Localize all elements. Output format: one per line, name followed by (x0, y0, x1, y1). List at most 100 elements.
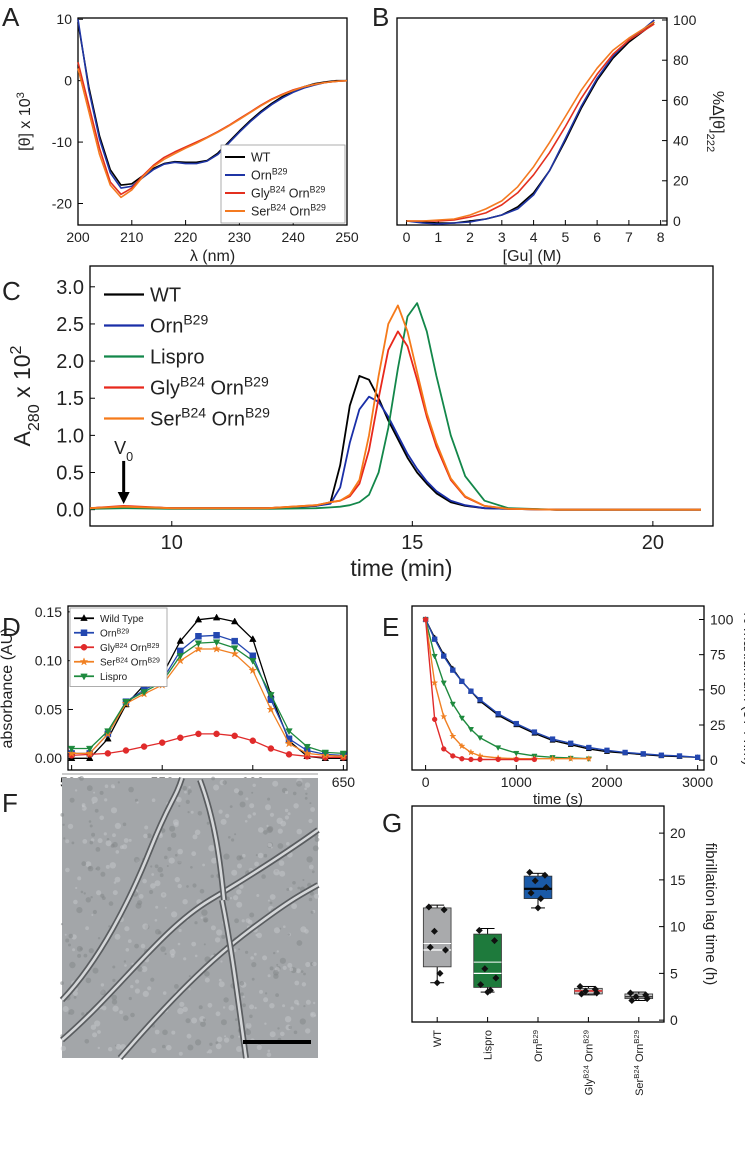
data-line (406, 23, 655, 222)
y-tick-label: 10 (56, 11, 72, 27)
data-marker (458, 715, 465, 722)
micrograph-grain (162, 1044, 166, 1049)
panel-label: B (372, 2, 389, 32)
micrograph-grain (290, 1006, 294, 1010)
data-marker (67, 748, 77, 758)
micrograph-grain (231, 869, 238, 876)
micrograph-grain (236, 901, 243, 908)
data-marker (468, 756, 474, 763)
legend-label: Wild Type (100, 614, 144, 625)
y-axis-label: [θ] x 103 (15, 92, 34, 151)
y-axis-label: fibrillation lag time (h) (702, 843, 719, 986)
data-point (433, 979, 441, 987)
data-marker (459, 678, 465, 685)
micrograph-grain (236, 889, 242, 895)
micrograph-grain (127, 939, 132, 943)
micrograph-grain (256, 1044, 262, 1050)
data-marker (285, 751, 293, 758)
data-point (593, 989, 601, 997)
data-line (424, 619, 698, 758)
micrograph-grain (109, 862, 117, 869)
micrograph-grain (269, 1003, 275, 1009)
micrograph-grain (276, 817, 283, 824)
legend-label: GlyB24 OrnB29 (251, 185, 325, 201)
micrograph-grain (135, 979, 140, 984)
data-marker (158, 739, 166, 746)
micrograph-grain (62, 1006, 69, 1012)
micrograph-grain (64, 933, 67, 936)
micrograph-grain (254, 1006, 257, 1010)
y-tick-label: 0 (710, 752, 718, 768)
micrograph-grain (108, 1047, 113, 1052)
micrograph-grain (306, 856, 313, 863)
micrograph-grain (238, 948, 241, 951)
data-marker (194, 640, 203, 648)
micrograph-grain (206, 821, 210, 825)
micrograph-grain (267, 899, 270, 902)
micrograph-grain (112, 1005, 119, 1012)
micrograph-grain (276, 950, 279, 953)
data-marker (431, 653, 438, 660)
micrograph-grain (252, 783, 256, 787)
micrograph-grain (249, 1004, 255, 1010)
legend-marker (80, 673, 88, 681)
data-point (442, 946, 450, 954)
micrograph-grain (225, 813, 230, 819)
data-line (71, 733, 344, 758)
micrograph-grain (67, 823, 74, 830)
micrograph-grain (112, 833, 116, 838)
data-marker (585, 754, 593, 762)
micrograph-grain (164, 952, 167, 956)
fibril (119, 883, 319, 1059)
micrograph-grain (240, 992, 244, 996)
micrograph-grain (123, 960, 127, 963)
micrograph-grain (194, 921, 198, 925)
micrograph-grain (209, 1042, 213, 1047)
micrograph-grain (312, 845, 319, 852)
micrograph-grain (80, 890, 84, 894)
micrograph-grain (202, 1018, 206, 1022)
data-line (424, 619, 589, 760)
data-marker (176, 636, 185, 644)
micrograph-grain (229, 897, 233, 900)
micrograph-grain (257, 852, 264, 859)
data-marker (122, 747, 130, 754)
x-tick-label: 4 (530, 229, 538, 245)
data-marker (467, 727, 475, 733)
micrograph-grain (259, 989, 263, 994)
micrograph-grain (208, 845, 215, 852)
micrograph-grain (99, 815, 104, 821)
y-tick-label: 60 (673, 92, 689, 108)
micrograph-grain (200, 916, 203, 919)
data-marker (513, 720, 519, 727)
scale-bar (243, 1040, 311, 1044)
micrograph-grain (124, 926, 130, 932)
micrograph-grain (297, 886, 301, 890)
micrograph-grain (89, 824, 93, 828)
micrograph-grain (304, 787, 307, 791)
micrograph-grain (91, 914, 94, 916)
y-tick-label: 0.10 (35, 653, 62, 669)
micrograph-grain (83, 892, 86, 895)
micrograph-grain (68, 933, 74, 939)
micrograph-grain (185, 1018, 191, 1024)
micrograph-grain (245, 1029, 252, 1036)
data-marker (422, 616, 429, 623)
micrograph-grain (91, 832, 96, 837)
micrograph-grain (252, 812, 256, 816)
micrograph-grain (279, 957, 286, 964)
y-axis-label: absorbance (AU) (0, 628, 16, 749)
micrograph-grain (89, 840, 94, 845)
x-axis-label: [Gu] (M) (503, 248, 562, 265)
micrograph-grain (72, 990, 78, 996)
legend-label: SerB24 OrnB29 (100, 657, 160, 669)
data-marker (230, 649, 240, 658)
micrograph-grain (83, 953, 88, 958)
micrograph-grain (273, 927, 281, 934)
micrograph-grain (105, 840, 112, 847)
micrograph-grain (128, 838, 132, 842)
data-point (577, 990, 585, 998)
data-marker (441, 653, 447, 659)
data-point (537, 895, 545, 903)
micrograph-grain (176, 796, 182, 803)
